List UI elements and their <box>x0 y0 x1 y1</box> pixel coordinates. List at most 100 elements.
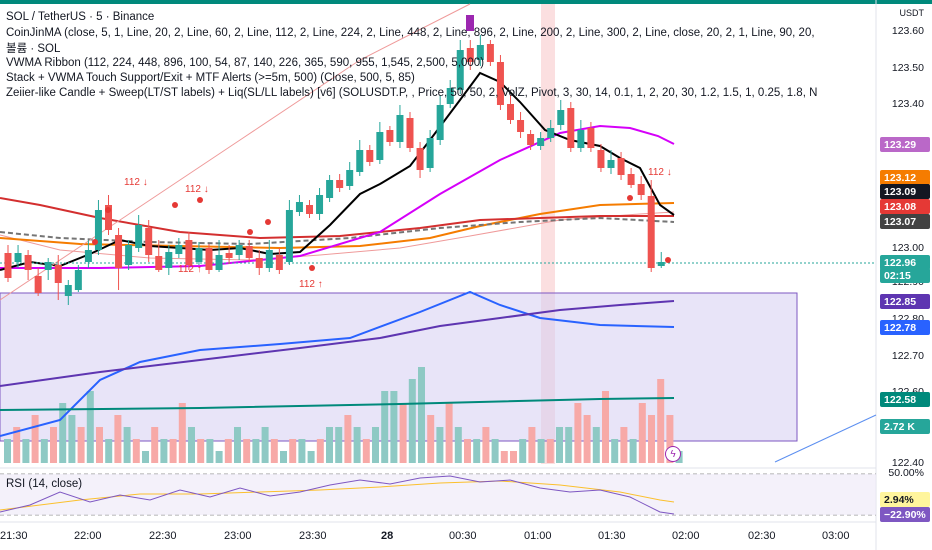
volume-bar <box>298 439 306 463</box>
volume-bar <box>353 427 361 463</box>
volume-bar <box>666 415 674 463</box>
volume-bar <box>22 439 30 463</box>
legend-zeiier-candle[interactable]: Zeiier-like Candle + Sweep(LT/ST labels)… <box>6 87 818 99</box>
volume-bar <box>629 439 637 463</box>
candle-body <box>547 128 555 138</box>
candle-body <box>637 184 645 195</box>
volume-bar <box>528 427 536 463</box>
volume-bar <box>574 403 582 463</box>
volume-bar <box>13 427 21 463</box>
time-tick: 23:00 <box>224 530 252 542</box>
volume-bar <box>40 439 48 463</box>
volume-bar <box>4 439 11 463</box>
volume-bar <box>638 403 646 463</box>
candle-body <box>356 150 364 172</box>
volume-bar <box>77 427 85 463</box>
legend-stack-vwma[interactable]: Stack + VWMA Touch Support/Exit + MTF Al… <box>6 72 415 84</box>
legend-vwma-ribbon[interactable]: VWMA Ribbon (112, 224, 448, 896, 100, 54… <box>6 57 485 69</box>
price-badge-ma-orange: 123.12 <box>880 170 930 185</box>
price-tick: 122.70 <box>891 350 924 362</box>
price-tick: 123.50 <box>891 62 924 74</box>
signal-dot <box>309 265 315 271</box>
time-tick: 22:30 <box>149 530 177 542</box>
candle-body <box>507 104 514 120</box>
candle-body <box>74 270 82 290</box>
candle-body <box>416 148 424 170</box>
price-badge-teal: 122.58 <box>880 392 930 407</box>
volume-bar <box>123 427 131 463</box>
vwma-blue-line <box>0 290 675 437</box>
trend-line-blue <box>774 414 877 463</box>
price-badge-last: 122.96 <box>880 255 930 270</box>
legend-volume[interactable]: 볼륨 · SOL <box>6 43 61 55</box>
candle-body <box>155 256 163 270</box>
candle-body <box>94 210 102 250</box>
price-badge-ma-gray: 123.07 <box>880 214 930 229</box>
candle-body <box>426 138 434 168</box>
signal-dot <box>665 257 671 263</box>
top-border <box>0 0 932 4</box>
volume-bar <box>482 427 490 463</box>
candle-body <box>567 108 575 148</box>
volume-bar <box>500 451 508 463</box>
candle-body <box>295 202 303 212</box>
candle-body <box>336 180 344 188</box>
candle-body <box>115 235 123 268</box>
volume-bar <box>427 415 435 463</box>
candle-body-special <box>466 15 474 31</box>
candle-body <box>105 205 112 230</box>
volume-bar <box>556 427 563 463</box>
candle-body <box>285 210 293 262</box>
time-tick-date: 28 <box>381 530 394 542</box>
price-badge-ma-black: 123.09 <box>880 184 930 199</box>
lightning-icon[interactable]: ϟ <box>665 446 681 462</box>
volume-bar <box>381 391 389 463</box>
legend-symbol[interactable]: SOL / TetherUS · 5 · Binance <box>6 11 155 23</box>
candle-body <box>4 253 12 278</box>
candle-body <box>587 128 595 148</box>
candle-body <box>24 255 32 270</box>
candle-body <box>366 150 374 162</box>
signal-label: 112 ↓ <box>185 184 209 195</box>
time-tick: 01:30 <box>598 530 626 542</box>
time-tick: 22:00 <box>74 530 102 542</box>
candle-body <box>456 50 464 90</box>
volume-bar <box>142 451 149 463</box>
candle-body <box>195 248 203 262</box>
candle-body <box>245 246 253 258</box>
signal-dot <box>92 239 98 245</box>
volume-bar <box>657 379 665 463</box>
candle-body <box>537 138 545 146</box>
candle-body <box>165 252 173 268</box>
candle-body <box>215 255 223 270</box>
legend-coinjinma[interactable]: CoinJinMA (close, 5, 1, Line, 20, 2, Lin… <box>6 27 815 39</box>
candle-body <box>64 285 72 296</box>
price-tick: 123.00 <box>891 242 924 254</box>
candle-body <box>225 253 233 258</box>
candle-body <box>376 132 384 160</box>
time-tick: 02:30 <box>748 530 776 542</box>
volume-badge: 2.72 K <box>880 419 930 434</box>
candle-body <box>316 195 324 214</box>
candle-body <box>54 265 62 283</box>
volume-bar <box>132 439 140 463</box>
volume-bar <box>234 427 241 463</box>
candle-body <box>175 245 183 254</box>
volume-bar <box>519 439 527 463</box>
candle-body <box>617 158 625 175</box>
time-tick: 03:00 <box>822 530 850 542</box>
price-badge-vwma: 123.29 <box>880 137 930 152</box>
time-tick: 23:30 <box>299 530 327 542</box>
volume-bar <box>31 415 39 463</box>
signal-dot <box>247 229 253 235</box>
volume-bar <box>454 427 462 463</box>
candle-body <box>185 240 193 265</box>
volume-bar <box>59 403 67 463</box>
signal-label: 112 ↑ <box>178 264 202 275</box>
countdown-badge: 02:15 <box>880 268 930 283</box>
rsi-legend[interactable]: RSI (14, close) <box>6 478 83 490</box>
candle-body <box>275 255 283 270</box>
time-tick: 01:00 <box>524 530 552 542</box>
